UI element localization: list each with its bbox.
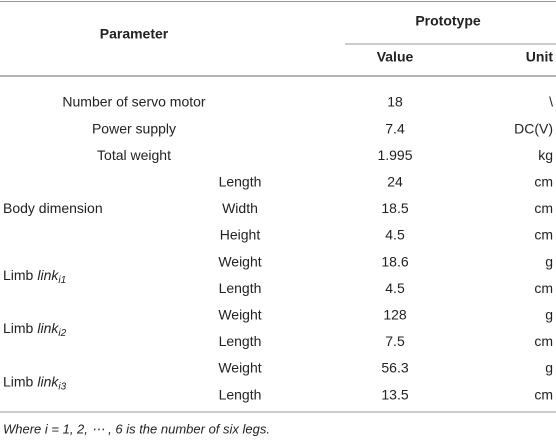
sub-parameter: Length: [219, 174, 262, 190]
parameter-label: Limb linki1: [3, 267, 66, 286]
label-text: Limb: [3, 320, 34, 336]
label-link: link: [37, 373, 59, 389]
value: 18: [387, 94, 403, 110]
sub-parameter: Weight: [218, 253, 261, 269]
parameter-label: Power supply: [92, 120, 176, 136]
sub-parameter: Weight: [218, 360, 261, 376]
value: 128: [383, 307, 407, 323]
parameter-label: Total weight: [97, 147, 171, 163]
sub-parameter: Length: [219, 280, 262, 296]
sub-parameter: Length: [219, 386, 262, 402]
value: 18.6: [381, 253, 408, 269]
header-unit: Unit: [526, 49, 554, 65]
label-sub: i1: [58, 275, 66, 286]
unit: cm: [534, 227, 553, 243]
unit: cm: [534, 174, 553, 190]
label-sub: i2: [58, 328, 66, 339]
value: 24: [387, 174, 403, 190]
unit: g: [545, 307, 553, 323]
unit: cm: [534, 386, 553, 402]
parameter-label: Body dimension: [3, 200, 103, 216]
unit: cm: [534, 280, 553, 296]
sub-parameter: Length: [219, 333, 262, 349]
label-sub: i3: [58, 381, 66, 392]
sub-parameter: Weight: [218, 307, 261, 323]
value: 4.5: [385, 227, 405, 243]
label-link: link: [37, 267, 59, 283]
unit: g: [545, 253, 553, 269]
parameter-label: Limb linki3: [3, 373, 67, 392]
unit: DC(V): [514, 120, 553, 136]
value: 56.3: [381, 360, 408, 376]
sub-parameter: Height: [220, 227, 261, 243]
label-text: Limb: [3, 267, 34, 283]
value: 18.5: [381, 200, 408, 216]
unit: kg: [538, 147, 553, 163]
unit: cm: [534, 333, 553, 349]
label-link: link: [37, 320, 59, 336]
parameter-label: Limb linki2: [3, 320, 67, 339]
value: 7.4: [385, 120, 405, 136]
label-text: Limb: [3, 373, 34, 389]
unit: cm: [534, 200, 553, 216]
header-prototype: Prototype: [415, 13, 481, 29]
header-value: Value: [377, 49, 414, 65]
parameter-label: Number of servo motor: [62, 94, 205, 110]
value: 13.5: [381, 386, 408, 402]
value: 1.995: [377, 147, 412, 163]
sub-parameter: Width: [222, 200, 258, 216]
value: 7.5: [385, 333, 405, 349]
unit: g: [545, 360, 553, 376]
value: 4.5: [385, 280, 405, 296]
header-parameter: Parameter: [100, 26, 169, 42]
footnote: Where i = 1, 2, ⋯ , 6 is the number of s…: [3, 421, 270, 436]
unit: \: [549, 94, 553, 110]
